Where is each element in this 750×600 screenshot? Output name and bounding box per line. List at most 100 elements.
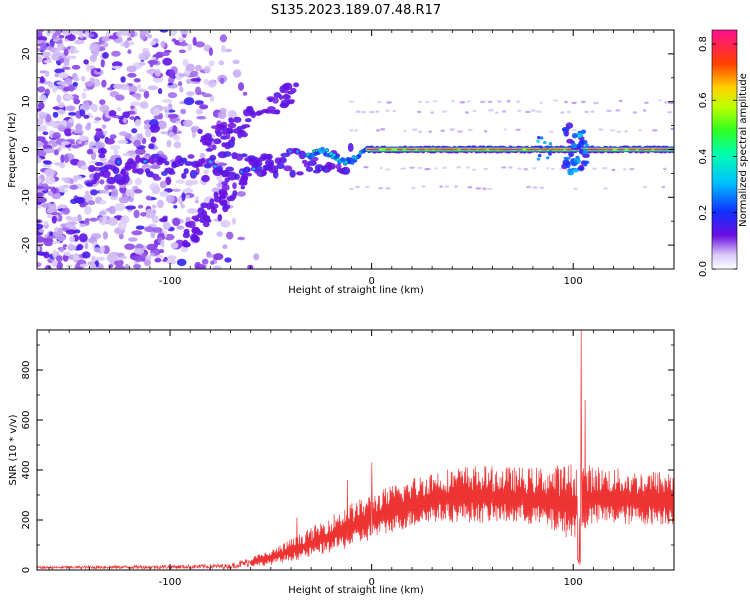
carrier-peak xyxy=(514,148,523,151)
harmonic-dot xyxy=(668,101,674,105)
branch-blob xyxy=(232,182,237,190)
noise-speckle xyxy=(178,37,184,43)
signal-peak xyxy=(240,170,244,174)
noise-speckle xyxy=(65,55,77,60)
signal-band xyxy=(85,181,94,187)
signal-peak xyxy=(345,160,348,164)
noise-speckle xyxy=(171,38,177,43)
branch-blob xyxy=(286,100,295,105)
noise-speckle xyxy=(185,179,194,187)
noise-speckle xyxy=(98,216,103,223)
branch-blob xyxy=(225,132,231,140)
harmonic-dot xyxy=(472,109,477,113)
disturbance-blob xyxy=(545,156,550,160)
noise-speckle xyxy=(135,225,145,230)
harmonic-dot xyxy=(615,109,621,112)
snr-line xyxy=(37,330,674,570)
y-tick-label: 10 xyxy=(21,95,32,108)
noise-speckle xyxy=(56,255,63,263)
signal-peak xyxy=(242,153,246,157)
disturbance-blob xyxy=(582,153,590,159)
noise-speckle xyxy=(84,101,90,110)
signal-band xyxy=(247,155,256,160)
harmonic-dot xyxy=(495,111,499,114)
spectrogram-ylabel: Frequency (Hz) xyxy=(7,112,18,188)
noise-speckle xyxy=(57,234,66,242)
noise-speckle xyxy=(237,236,246,241)
noise-speckle xyxy=(167,113,179,119)
noise-speckle xyxy=(162,106,172,111)
branch-blob xyxy=(226,196,236,202)
signal-peak xyxy=(143,160,147,163)
noise-speckle xyxy=(51,260,58,267)
x-tick-label: 100 xyxy=(564,577,583,588)
disturbance-blob xyxy=(539,136,544,140)
noise-speckle xyxy=(210,260,215,265)
signal-peak xyxy=(329,152,333,155)
noise-speckle xyxy=(94,78,101,87)
noise-speckle xyxy=(213,253,224,261)
noise-speckle xyxy=(159,217,168,223)
noise-speckle xyxy=(37,119,41,123)
signal-band xyxy=(194,162,203,168)
noise-speckle xyxy=(138,88,147,93)
noise-speckle xyxy=(45,114,52,123)
harmonic-dot xyxy=(375,129,381,132)
noise-speckle xyxy=(225,48,232,53)
noise-speckle xyxy=(144,226,155,233)
noise-speckle xyxy=(209,95,215,102)
harmonic-dot xyxy=(430,111,435,114)
noise-speckle xyxy=(99,189,110,194)
snr-frame xyxy=(36,329,675,571)
branch-blob xyxy=(214,127,221,135)
harmonic-dot xyxy=(483,167,489,171)
noise-speckle xyxy=(40,42,47,51)
signal-peak xyxy=(344,169,348,173)
branch-blob xyxy=(293,82,300,88)
branch-blob xyxy=(236,125,246,130)
noise-speckle xyxy=(57,102,65,108)
colorbar-frame xyxy=(711,29,738,270)
harmonic-dot xyxy=(416,110,422,114)
colorbar-ticks: 0.0 0.2 0.4 0.6 0.8 xyxy=(698,36,737,277)
noise-speckle xyxy=(99,179,105,185)
noise-speckle xyxy=(221,45,226,53)
signal-band xyxy=(148,156,156,165)
disturbance-blob xyxy=(575,132,584,138)
signal-peak xyxy=(257,166,261,170)
noise-speckle xyxy=(58,35,65,39)
noise-speckle xyxy=(104,138,116,145)
noise-speckle xyxy=(86,122,92,127)
noise-speckle xyxy=(177,196,183,204)
noise-speckle xyxy=(135,147,146,155)
x-tick-label: -100 xyxy=(159,276,182,287)
colorbar: 0.0 0.2 0.4 0.6 0.8 Normalized spectral ampl… xyxy=(698,29,749,277)
harmonic-dot xyxy=(479,100,486,104)
noise-speckle xyxy=(181,192,186,202)
noise-speckle xyxy=(194,100,204,105)
noise-speckle xyxy=(111,50,121,57)
harmonic-dot xyxy=(403,130,407,133)
branch-blob xyxy=(244,118,252,123)
noise-speckle xyxy=(190,125,200,132)
signal-band xyxy=(121,174,130,184)
harmonic-dot xyxy=(363,166,369,169)
harmonic-dot xyxy=(611,168,616,172)
disturbance-blob xyxy=(568,151,574,158)
harmonic-dot xyxy=(502,110,507,113)
signal-band xyxy=(260,169,267,176)
noise-speckle xyxy=(49,30,56,34)
noise-speckle xyxy=(146,33,153,39)
noise-speckle xyxy=(203,65,211,74)
branch-blob xyxy=(232,190,238,197)
disturbance-blob xyxy=(536,139,540,143)
harmonic-dot xyxy=(375,110,380,113)
noise-speckle xyxy=(71,64,81,70)
x-tick-label: 0 xyxy=(368,276,374,287)
branch-blob xyxy=(266,153,273,160)
harmonic-dot xyxy=(433,100,438,103)
noise-speckle xyxy=(101,124,107,129)
disturbance-blob xyxy=(578,140,585,147)
disturbance-blob xyxy=(564,130,569,137)
noise-speckle xyxy=(127,49,132,54)
